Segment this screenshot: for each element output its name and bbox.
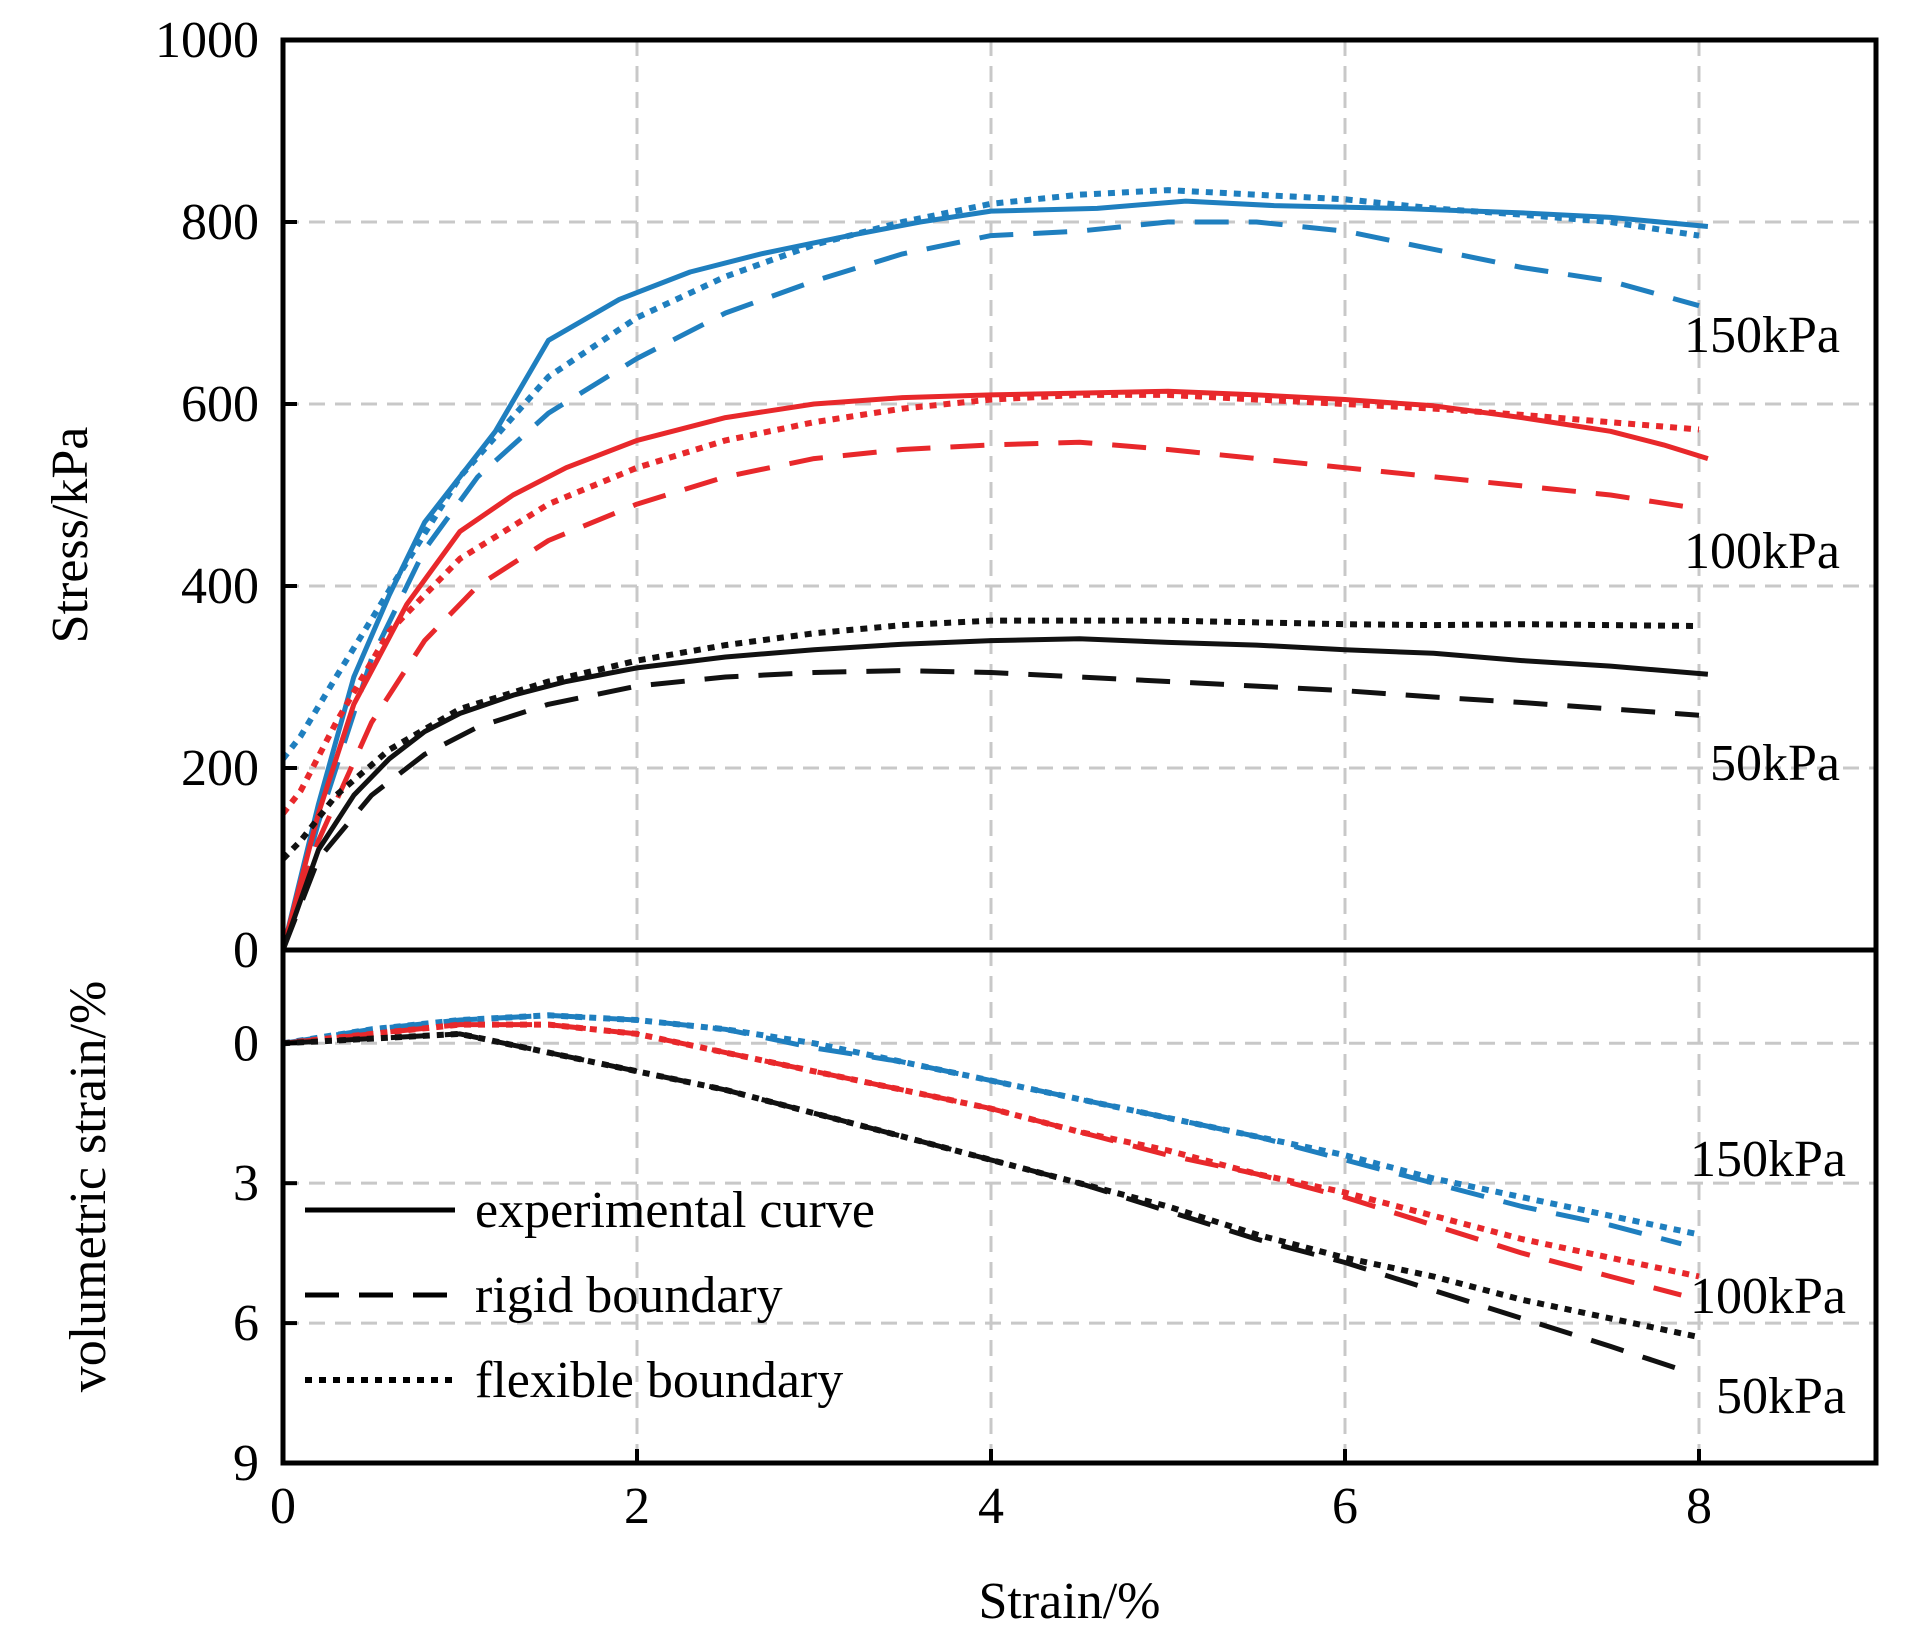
top-y-tick-label-600: 600 bbox=[181, 376, 259, 433]
bottom-annotation-50kpa: 50kPa bbox=[1716, 1368, 1846, 1425]
x-tick-label-6: 6 bbox=[1332, 1478, 1358, 1535]
stress-series-50kpa-rigid-boundary bbox=[280, 668, 1700, 951]
top-y-tick-label-0: 0 bbox=[233, 922, 259, 979]
volumetric-series-150kpa-flexible-boundary bbox=[282, 1012, 1700, 1238]
bottom-y-tick-label-0: 0 bbox=[233, 1015, 259, 1072]
stress-series-100kpa-rigid-boundary bbox=[280, 439, 1700, 951]
bottom-y-axis-title: volumetric strain/% bbox=[60, 981, 117, 1393]
bottom-annotation-150kpa: 150kPa bbox=[1690, 1131, 1846, 1188]
volumetric-series-50kpa-rigid-boundary bbox=[282, 1031, 1683, 1373]
legend: experimental curve rigid boundary flexible… bbox=[305, 1182, 875, 1409]
volumetric-series-100kpa-flexible-boundary bbox=[282, 1021, 1700, 1280]
top-y-axis-title: Stress/kPa bbox=[42, 427, 99, 644]
top-y-tick-label-1000: 1000 bbox=[155, 12, 259, 69]
bottom-y-tick-label-9: 9 bbox=[233, 1435, 259, 1492]
top-annotation-100kpa: 100kPa bbox=[1684, 523, 1840, 580]
series-layer bbox=[280, 187, 1709, 1373]
top-y-tick-label-200: 200 bbox=[181, 740, 259, 797]
top-y-tick-label-400: 400 bbox=[181, 558, 259, 615]
grid-layer bbox=[283, 40, 1876, 1463]
bottom-annotation-100kpa: 100kPa bbox=[1690, 1268, 1846, 1325]
x-tick-label-0: 0 bbox=[270, 1478, 296, 1535]
stress-series-50kpa-experimental-curve bbox=[280, 636, 1709, 951]
bottom-y-tick-label-3: 3 bbox=[233, 1155, 259, 1212]
x-tick-label-4: 4 bbox=[978, 1478, 1004, 1535]
legend-label-flexible-boundary: flexible boundary bbox=[475, 1352, 843, 1409]
legend-label-experimental-curve: experimental curve bbox=[475, 1182, 875, 1239]
stress-series-150kpa-experimental-curve bbox=[280, 198, 1709, 951]
plot-frame bbox=[280, 37, 1879, 1466]
top-annotation-150kpa: 150kPa bbox=[1684, 307, 1840, 364]
x-tick-label-2: 2 bbox=[624, 1478, 650, 1535]
top-y-tick-label-800: 800 bbox=[181, 194, 259, 251]
x-tick-label-8: 8 bbox=[1686, 1478, 1712, 1535]
stress-series-150kpa-rigid-boundary bbox=[280, 219, 1700, 951]
x-axis-title: Strain/% bbox=[979, 1573, 1161, 1630]
stress-series-150kpa-flexible-boundary bbox=[280, 187, 1700, 761]
frame-layer bbox=[280, 37, 1879, 1466]
stress-series-100kpa-flexible-boundary bbox=[280, 391, 1700, 816]
top-annotation-50kpa: 50kPa bbox=[1710, 735, 1840, 792]
legend-label-rigid-boundary: rigid boundary bbox=[475, 1267, 783, 1324]
stress-series-50kpa-flexible-boundary bbox=[280, 617, 1700, 862]
bottom-y-tick-label-6: 6 bbox=[233, 1295, 259, 1352]
